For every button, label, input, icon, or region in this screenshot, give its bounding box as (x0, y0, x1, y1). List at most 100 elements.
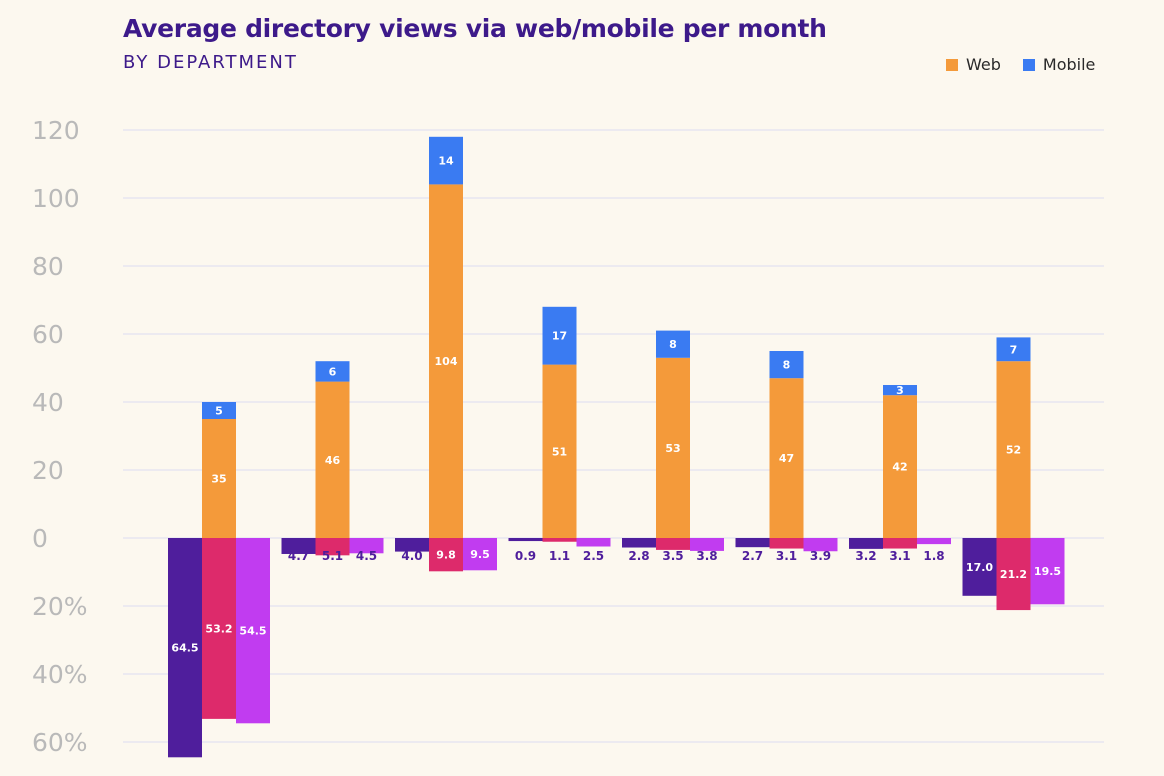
bar-mobile (769, 351, 804, 379)
bar-mobile (429, 136, 463, 185)
bar-percent-3 (236, 538, 270, 724)
bar-percent-value-label: 2.8 (628, 549, 649, 563)
bar-percent-3 (917, 538, 951, 545)
bar-mobile (656, 330, 690, 358)
bar-mobile (202, 402, 236, 419)
bar-percent-3 (576, 538, 611, 547)
bar-percent-value-label: 3.1 (889, 549, 910, 563)
bar-percent-value-label: 3.8 (696, 549, 717, 563)
bar-web-value-label: 104 (435, 355, 458, 368)
chart-title: Average directory views via web/mobile p… (123, 14, 827, 43)
bar-web (883, 395, 917, 538)
y-tick-label: 100 (32, 184, 80, 213)
bar-web-value-label: 52 (1006, 444, 1021, 457)
y-tick-label: 120 (32, 116, 80, 145)
bar-mobile (542, 306, 577, 365)
bar-mobile-value-label: 17 (552, 330, 567, 343)
bar-percent-value-label: 4.0 (401, 549, 422, 563)
legend-item-mobile: Mobile (1022, 55, 1096, 74)
bar-percent-3 (803, 538, 838, 552)
bar-mobile-value-label: 6 (329, 365, 337, 378)
bar-percent-3 (463, 538, 497, 571)
legend-label-web: Web (966, 55, 1001, 74)
bar-percent-value-label: 1.8 (923, 549, 944, 563)
bar-web-value-label: 53 (665, 442, 680, 455)
bar-percent-3 (1030, 538, 1065, 605)
bar-percent-value-label: 53.2 (205, 622, 232, 635)
legend-item-web: Web (946, 55, 1001, 74)
bar-percent-2 (769, 538, 804, 549)
bar-percent-value-label: 2.5 (583, 549, 604, 563)
bar-percent-2 (202, 538, 236, 719)
bar-percent-value-label: 21.2 (1000, 568, 1027, 581)
bar-percent-value-label: 5.1 (322, 549, 343, 563)
bar-web (769, 378, 804, 538)
y-tick-label: 40% (32, 660, 88, 689)
bar-percent-2 (883, 538, 917, 549)
bar-percent-1 (281, 538, 316, 554)
y-tick-label: 0 (32, 524, 48, 553)
legend: Web Mobile (946, 55, 1117, 74)
legend-swatch-mobile (1022, 58, 1035, 71)
bar-web-value-label: 51 (552, 445, 567, 458)
bar-percent-2 (542, 538, 577, 542)
bar-percent-2 (996, 538, 1031, 611)
legend-swatch-web (946, 58, 958, 71)
bar-web (542, 364, 577, 538)
bar-mobile-value-label: 7 (1010, 343, 1018, 356)
y-tick-label: 60 (32, 320, 64, 349)
y-tick-label: 20% (32, 592, 88, 621)
bar-percent-1 (735, 538, 770, 548)
y-tick-label: 20 (32, 456, 64, 485)
bar-percent-value-label: 4.7 (288, 549, 309, 563)
bar-mobile-value-label: 8 (669, 338, 677, 351)
bar-percent-value-label: 1.1 (549, 549, 570, 563)
bar-percent-1 (395, 538, 429, 552)
bar-mobile (996, 337, 1031, 362)
bar-web (656, 357, 690, 538)
bar-web-value-label: 35 (211, 473, 226, 486)
bar-percent-value-label: 0.9 (515, 549, 536, 563)
bar-percent-value-label: 9.8 (436, 549, 456, 562)
legend-label-mobile: Mobile (1042, 55, 1096, 74)
y-tick-label: 40 (32, 388, 64, 417)
bar-percent-value-label: 3.5 (662, 549, 683, 563)
bar-mobile (315, 361, 350, 382)
bar-percent-value-label: 54.5 (239, 625, 266, 638)
bar-mobile-value-label: 3 (896, 384, 904, 397)
bar-web (996, 361, 1031, 538)
bar-percent-value-label: 3.2 (855, 549, 876, 563)
bar-web (429, 184, 463, 538)
bar-percent-2 (656, 538, 690, 550)
bar-percent-value-label: 2.7 (742, 549, 763, 563)
bar-mobile (883, 385, 917, 396)
chart-subtitle: BY DEPARTMENT (123, 52, 298, 73)
bar-percent-1 (622, 538, 656, 548)
bar-percent-2 (429, 538, 463, 572)
bar-web-value-label: 46 (325, 454, 341, 467)
bar-percent-value-label: 3.1 (776, 549, 797, 563)
bar-mobile-value-label: 8 (783, 359, 791, 372)
y-tick-label: 80 (32, 252, 64, 281)
bar-percent-value-label: 4.5 (356, 549, 377, 563)
bar-mobile-value-label: 14 (438, 155, 454, 168)
bar-percent-value-label: 3.9 (810, 549, 831, 563)
bar-web-value-label: 42 (892, 461, 907, 474)
bar-percent-value-label: 9.5 (470, 548, 490, 561)
bar-percent-2 (315, 538, 350, 556)
bar-web (202, 419, 236, 538)
bar-percent-1 (849, 538, 883, 549)
bar-percent-3 (349, 538, 384, 554)
bar-percent-value-label: 17.0 (966, 561, 993, 574)
bar-web (315, 381, 350, 538)
bar-percent-value-label: 64.5 (171, 642, 198, 655)
bar-percent-1 (962, 538, 997, 596)
bar-mobile-value-label: 5 (215, 405, 223, 418)
bar-percent-3 (690, 538, 724, 551)
bar-percent-value-label: 19.5 (1034, 565, 1061, 578)
y-tick-label: 60% (32, 728, 88, 757)
bar-percent-1 (508, 538, 543, 542)
bar-web-value-label: 47 (779, 452, 794, 465)
bar-percent-1 (168, 538, 202, 758)
